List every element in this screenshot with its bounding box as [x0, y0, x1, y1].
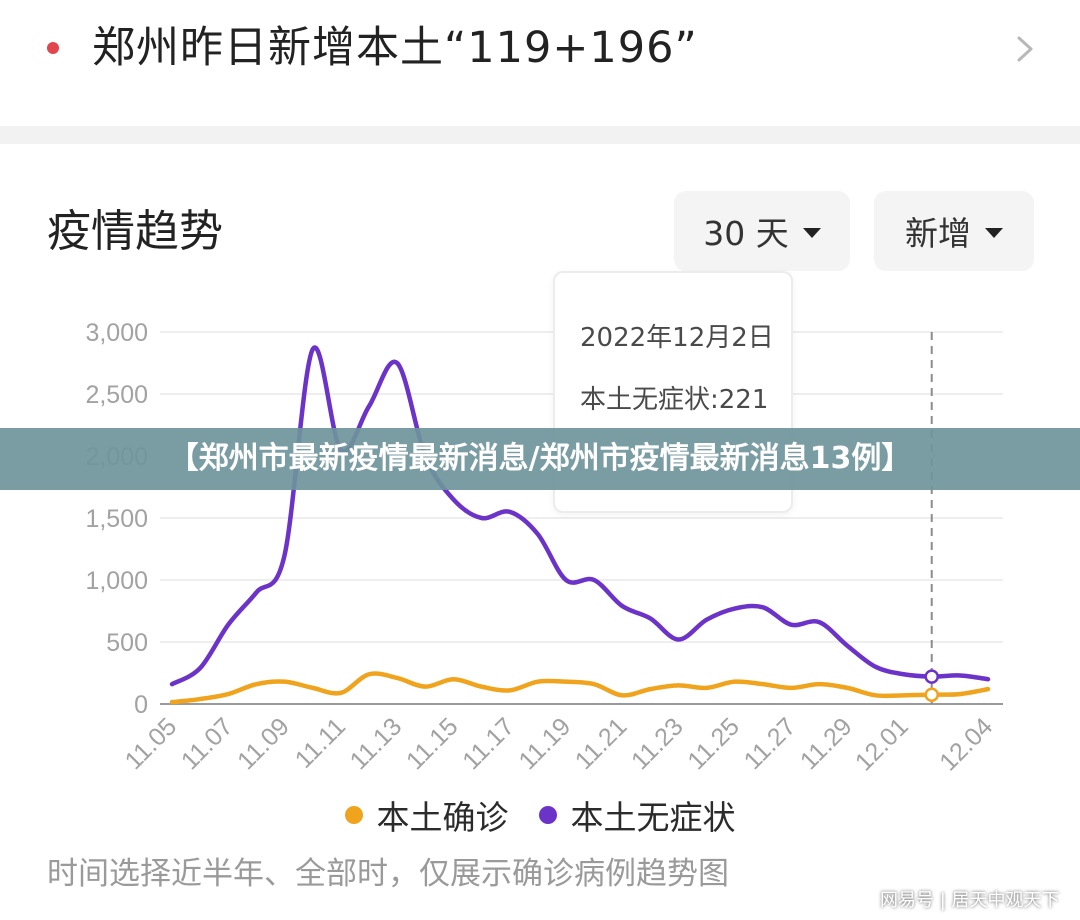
section-divider — [0, 126, 1080, 144]
tooltip-value: 本土无症状:221 — [580, 385, 769, 415]
time-range-dropdown[interactable]: 30 天 — [674, 191, 850, 271]
legend-item-asymptomatic[interactable]: 本土无症状 — [538, 791, 736, 839]
x-tick-label: 11.13 — [345, 712, 408, 775]
footnote: 时间选择近半年、全部时，仅展示确诊病例趋势图 — [47, 856, 729, 892]
chart-legend: 本土确诊 本土无症状 — [0, 790, 1080, 840]
x-tick-label: 11.29 — [795, 712, 858, 775]
x-tick-label: 11.25 — [682, 712, 745, 775]
legend-item-confirmed[interactable]: 本土确诊 — [344, 791, 509, 839]
x-tick-label: 11.07 — [176, 712, 239, 775]
x-tick-label: 11.21 — [570, 712, 633, 775]
x-tick-label: 12.04 — [934, 712, 998, 776]
x-tick-label: 11.27 — [739, 712, 802, 775]
series-line-confirmed — [169, 671, 991, 705]
y-tick-label: 1,500 — [85, 505, 148, 533]
x-tick-label: 11.11 — [290, 712, 351, 773]
section-title: 疫情趋势 — [47, 206, 223, 257]
legend-dot-confirmed — [344, 806, 363, 824]
time-range-label: 30 天 — [703, 214, 789, 253]
x-tick-label: 11.19 — [513, 712, 576, 775]
hover-point-confirmed — [924, 687, 939, 702]
news-bullet-dot — [47, 42, 59, 54]
tooltip-date: 2022年12月2日 — [580, 323, 774, 353]
caret-down-icon — [985, 228, 1003, 238]
legend-label-asymptomatic: 本土无症状 — [570, 798, 736, 837]
x-tick-label: 11.09 — [232, 712, 295, 775]
x-tick-label: 11.23 — [626, 712, 689, 775]
overlay-banner: 【郑州市最新疫情最新消息/郑州市疫情最新消息13例】 — [0, 428, 1080, 490]
series-line-asymptomatic — [169, 345, 991, 687]
y-tick-label: 0 — [134, 691, 148, 719]
metric-dropdown[interactable]: 新增 — [874, 191, 1034, 271]
hover-point-asymptomatic — [924, 669, 939, 684]
x-tick-label: 12.01 — [850, 712, 914, 776]
chevron-right-icon[interactable] — [1014, 34, 1036, 64]
y-tick-label: 2,500 — [85, 381, 148, 409]
news-headline[interactable]: 郑州昨日新增本土“119+196” — [92, 23, 698, 73]
legend-label-confirmed: 本土确诊 — [376, 798, 509, 837]
y-tick-label: 1,000 — [85, 567, 148, 595]
y-tick-label: 500 — [106, 629, 148, 657]
x-tick-label: 11.15 — [401, 712, 464, 775]
y-tick-label: 3,000 — [85, 319, 148, 347]
x-tick-label: 11.05 — [120, 712, 183, 775]
source-watermark: 网易号 | 居天中观天下 — [880, 890, 1060, 911]
news-headline-row[interactable]: 郑州昨日新增本土“119+196” — [0, 0, 1080, 126]
legend-dot-asymptomatic — [538, 806, 557, 824]
x-tick-label: 11.17 — [457, 712, 520, 775]
caret-down-icon — [802, 228, 821, 238]
metric-label: 新增 — [905, 214, 971, 253]
